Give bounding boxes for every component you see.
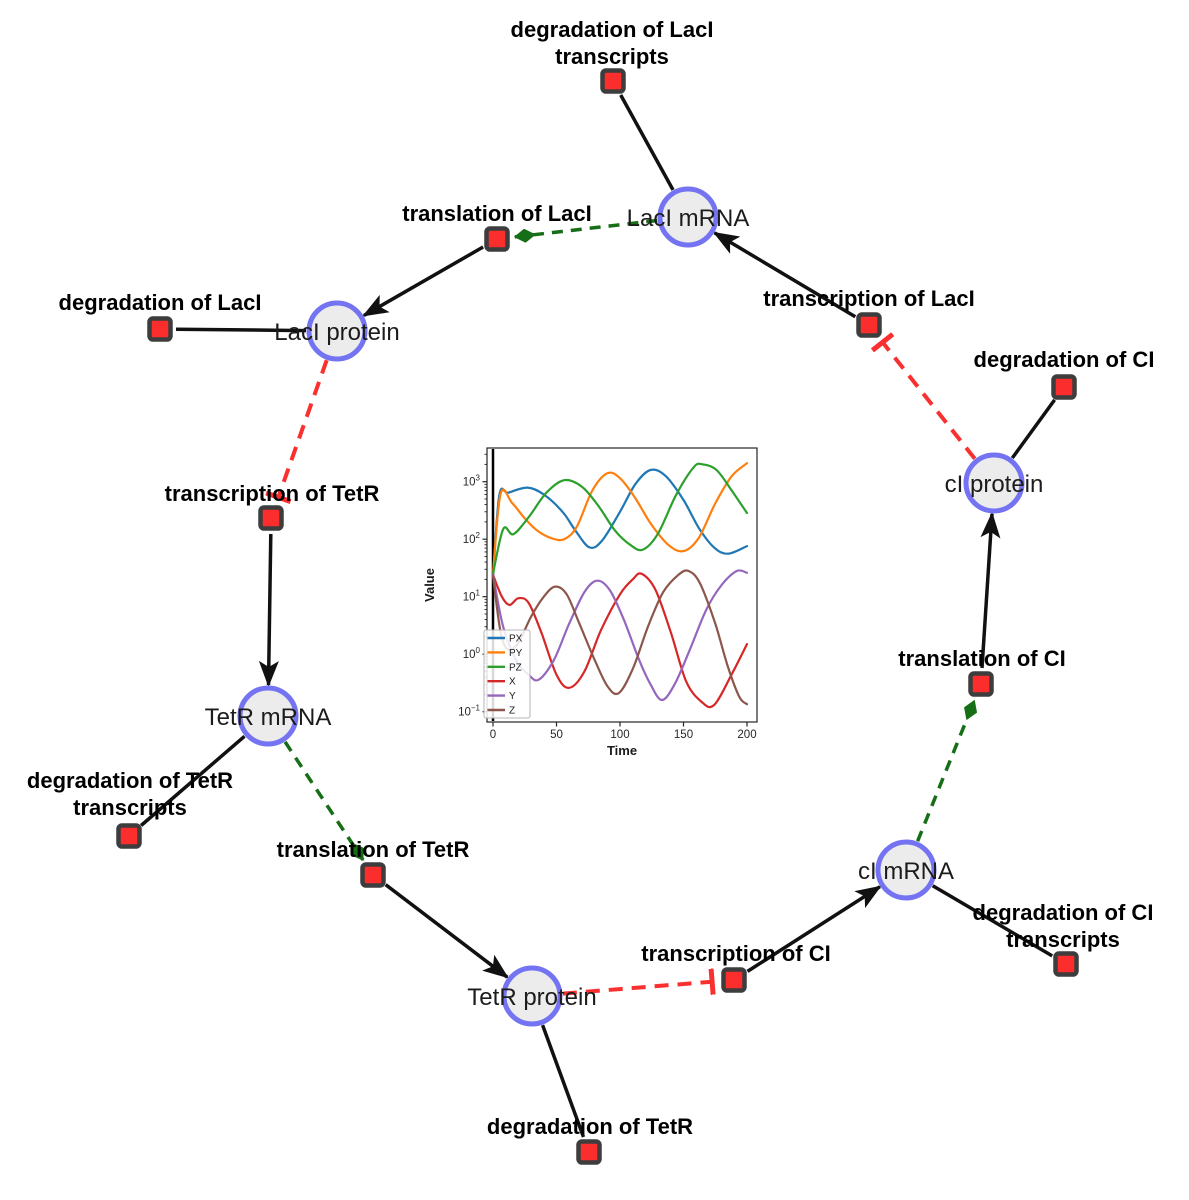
x-axis-title: Time [607, 743, 637, 758]
series-PY-line [491, 462, 749, 575]
edge-translation-laci--laci-protein [362, 245, 484, 318]
edge-tetr-protein--transcription-ci [562, 982, 712, 996]
series-X-line [491, 572, 749, 709]
reaction-label-deg-ci: degradation of CI [974, 347, 1155, 372]
legend-entry-Y: Y [509, 691, 516, 702]
reaction-label-deg-ci-transcripts: degradation of CI transcripts [973, 900, 1154, 952]
y-axis-title: Value [422, 568, 437, 602]
edge-tetr-mrna--deg-tetr-transcripts [139, 734, 246, 827]
reaction-node-transcription-ci[interactable] [721, 967, 747, 993]
edge-ci-protein--transcription-laci [883, 342, 977, 460]
plot-frame [486, 447, 758, 723]
reaction-node-transcription-tetr[interactable] [258, 505, 284, 531]
x-axis-tick-label: 150 [674, 729, 693, 741]
legend: PX PY PZ XYZ [483, 629, 531, 719]
series-Y-line [491, 569, 749, 702]
reaction-label-deg-tetr: degradation of TetR [487, 1114, 693, 1139]
x-axis-tick-label: 200 [737, 729, 756, 741]
reaction-label-transcription-ci: transcription of CI [641, 941, 830, 966]
reaction-label-transcription-tetr: transcription of TetR [165, 481, 380, 506]
reaction-label-deg-laci: degradation of LacI [59, 290, 262, 315]
reaction-node-deg-ci-transcripts[interactable] [1053, 951, 1079, 977]
species-node-laci-mrna[interactable] [657, 186, 719, 248]
legend-entry-PY: PY [509, 648, 523, 659]
species-node-tetr-protein[interactable] [501, 965, 563, 1027]
species-node-tetr-mrna[interactable] [237, 685, 299, 747]
species-node-ci-protein[interactable] [963, 452, 1025, 514]
reaction-label-transcription-laci: transcription of LacI [763, 286, 974, 311]
y-axis-tick-label: 10−1 [458, 704, 480, 719]
reaction-node-translation-tetr[interactable] [360, 862, 386, 888]
species-label-tetr-protein: TetR protein [467, 984, 596, 1011]
x-axis-tick-label: 0 [490, 729, 496, 741]
edge-laci-mrna--deg-laci-transcripts [619, 94, 675, 191]
reaction-node-translation-ci[interactable] [968, 671, 994, 697]
series-PZ-line [491, 462, 749, 575]
legend-entry-PZ: PZ [509, 662, 522, 673]
legend-entry-Z: Z [509, 706, 515, 717]
reaction-node-translation-laci[interactable] [484, 226, 510, 252]
edge-laci-mrna--translation-laci [513, 218, 658, 243]
reaction-label-translation-ci: translation of CI [898, 646, 1065, 671]
edge-translation-ci--ci-protein [980, 511, 1001, 669]
edge-ci-mrna--deg-ci-transcripts [931, 884, 1054, 958]
reaction-label-deg-laci-transcripts: degradation of LacI transcripts [511, 17, 714, 69]
reaction-node-deg-laci-transcripts[interactable] [600, 68, 626, 94]
species-label-ci-protein: cI protein [945, 471, 1044, 498]
edges-layer [139, 94, 1057, 1138]
y-axis-tick-label: 101 [463, 589, 481, 604]
edge-transcription-laci--laci-mrna [712, 231, 857, 319]
x-axis-tick-label: 100 [610, 729, 629, 741]
edge-tetr-mrna--translation-tetr [283, 740, 365, 861]
reaction-label-deg-tetr-transcripts: degradation of TetR transcripts [27, 768, 233, 820]
nodes-layer [116, 68, 1079, 1165]
species-label-tetr-mrna: TetR mRNA [205, 704, 332, 731]
reaction-label-translation-laci: translation of LacI [402, 201, 591, 226]
species-label-laci-protein: LacI protein [274, 319, 399, 346]
reaction-node-deg-laci[interactable] [147, 316, 173, 342]
y-axis-tick-label: 103 [463, 474, 481, 489]
legend-box [483, 629, 531, 719]
edge-transcription-tetr--tetr-mrna [258, 533, 279, 687]
legend-entry-PX: PX [509, 634, 523, 645]
y-axis-tick-label: 100 [463, 646, 481, 661]
species-label-ci-mrna: cI mRNA [858, 858, 954, 885]
labels-layer: LacI mRNA LacI protein TetR mRNA TetR prote… [27, 17, 1155, 1139]
y-axis-tick-label: 102 [463, 531, 481, 546]
edge-ci-protein--deg-ci [1010, 398, 1057, 460]
edge-translation-tetr--tetr-protein [384, 883, 509, 979]
species-node-ci-mrna[interactable] [875, 839, 937, 901]
edge-transcription-ci--ci-mrna [746, 885, 882, 973]
reaction-label-translation-tetr: translation of TetR [277, 837, 470, 862]
legend-entry-X: X [509, 677, 516, 688]
series-PX-line [491, 468, 749, 579]
reaction-node-deg-tetr-transcripts[interactable] [116, 823, 142, 849]
simulation-plot: 0 50 100 150 20010−1100101102103TimeValuePXP… [422, 447, 758, 758]
edge-laci-protein--transcription-tetr [278, 359, 329, 497]
series-Z-line [491, 569, 749, 706]
reaction-node-transcription-laci[interactable] [856, 312, 882, 338]
edge-ci-mrna--translation-ci [915, 699, 978, 842]
simulation-plot-inset: 0 50 100 150 200 10−1 100 101 102 103 Time Value PX P… [420, 437, 772, 759]
edge-tetr-protein--deg-tetr [540, 1024, 586, 1138]
reaction-node-deg-tetr[interactable] [576, 1139, 602, 1165]
species-node-laci-protein[interactable] [306, 300, 368, 362]
species-label-laci-mrna: LacI mRNA [627, 205, 750, 232]
x-axis-tick-label: 50 [550, 729, 563, 741]
edge-laci-protein--deg-laci [175, 327, 307, 333]
reaction-node-deg-ci[interactable] [1051, 374, 1077, 400]
series-layer [491, 449, 749, 721]
